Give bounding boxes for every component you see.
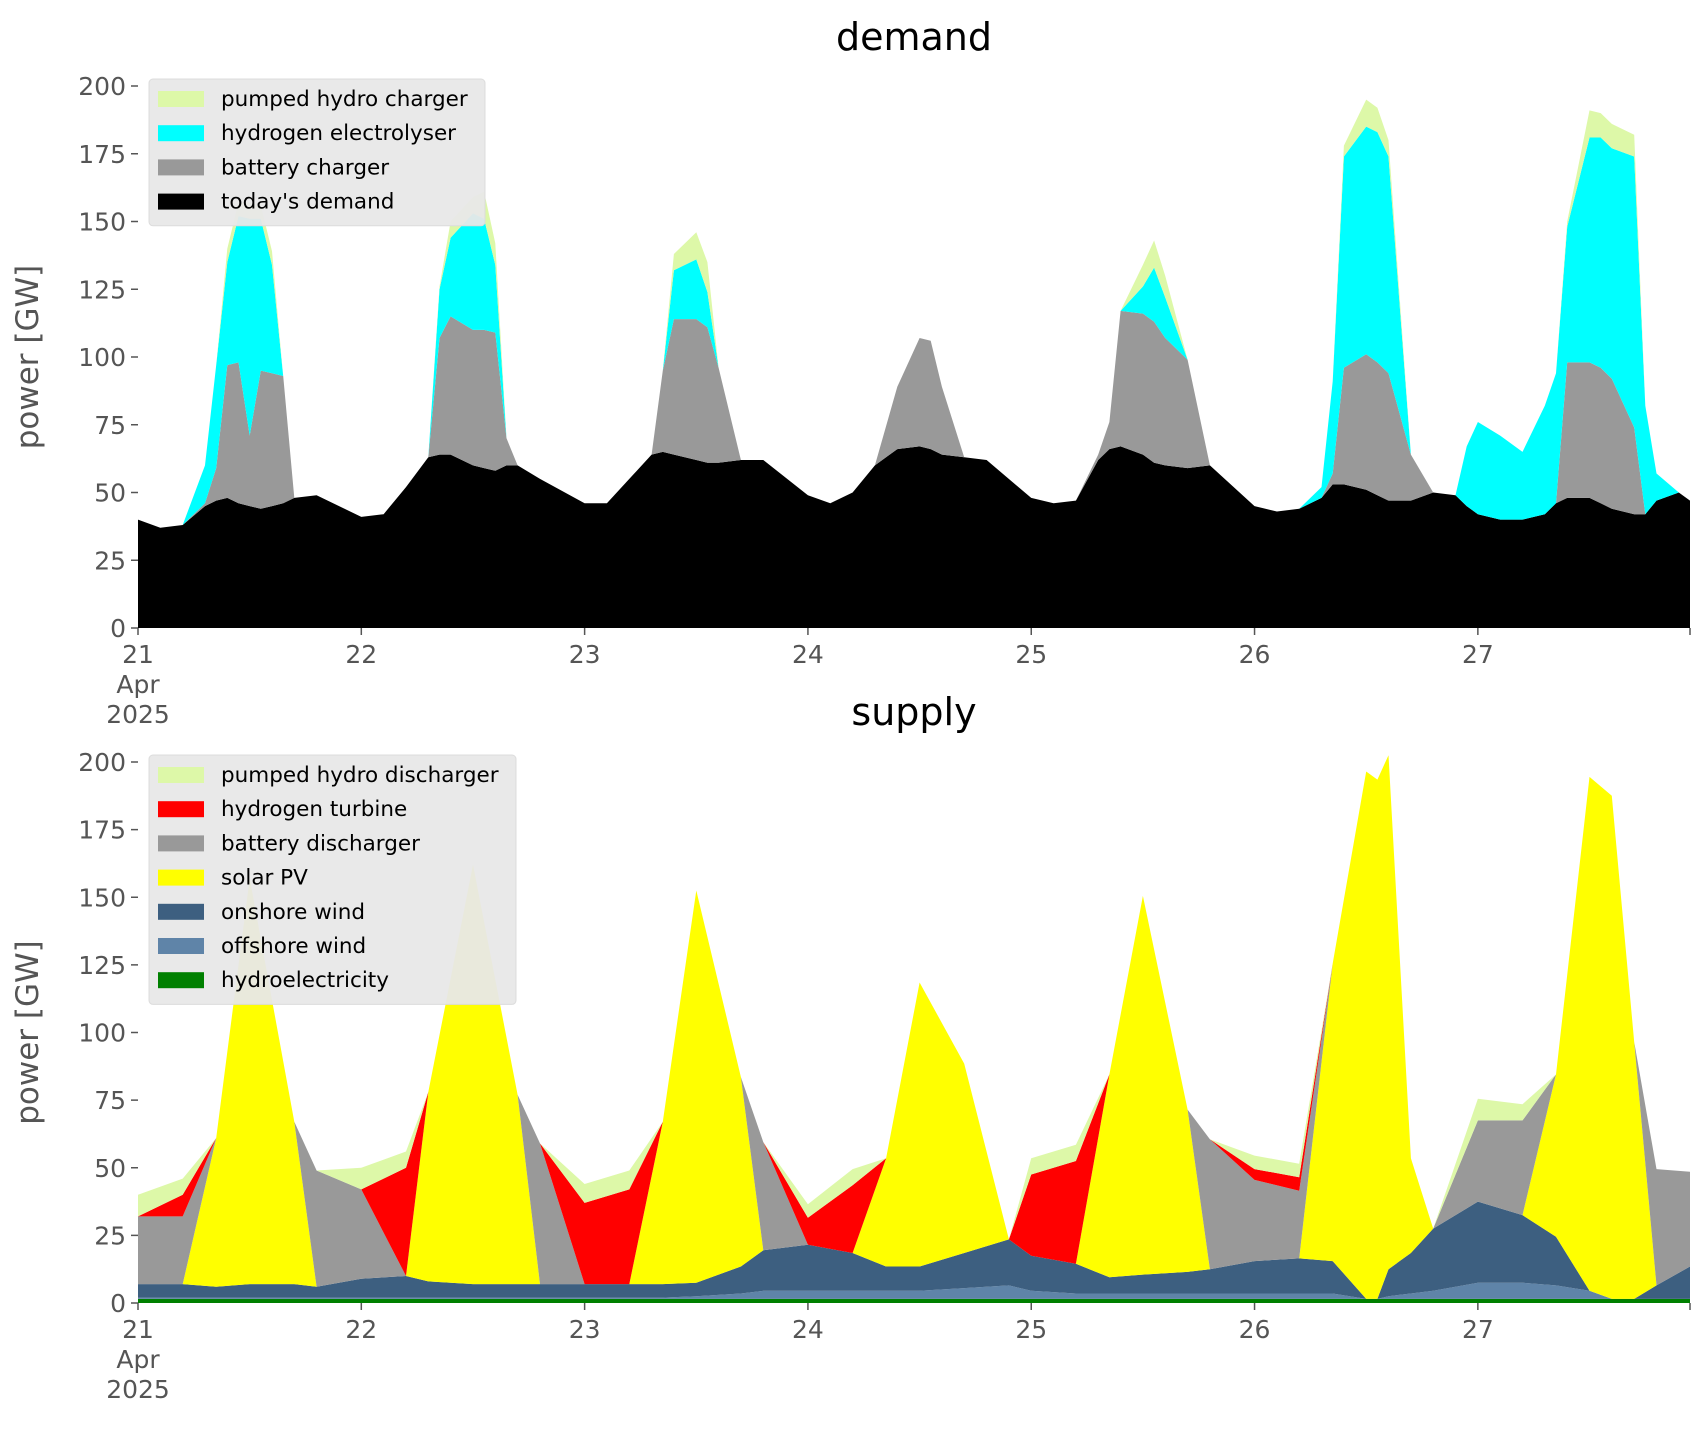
y-tick-label: 100 (78, 1019, 126, 1048)
x-tick-label: 25 (1015, 640, 1047, 669)
legend-swatch-today-s-demand (158, 193, 204, 210)
y-axis-label: power [GW] (10, 265, 46, 450)
legend-label: solar PV (221, 866, 308, 891)
x-tick-label: 27 (1462, 640, 1494, 669)
y-tick-label: 125 (78, 951, 126, 980)
x-tick-label: Apr (116, 1345, 160, 1374)
legend-swatch-hydrogen-electrolyser (158, 125, 204, 142)
x-tick-label: 23 (569, 640, 601, 669)
area-solar-pv (138, 755, 1690, 1299)
y-tick-label: 50 (94, 479, 126, 508)
chart-title: demand (836, 15, 992, 59)
supply-chart: supply power [GW] 0 25 50 75 100 125 150 175 200 21… (10, 690, 1691, 1404)
x-tick-label: 22 (345, 1315, 377, 1344)
y-tick-label: 75 (94, 1086, 126, 1115)
area-battery-charger (138, 310, 1690, 528)
x-tick-label: 23 (569, 1315, 601, 1344)
x-tick-label: 26 (1239, 640, 1271, 669)
area-hydroelectricity (138, 1298, 1690, 1303)
x-tick-label: 22 (345, 640, 377, 669)
legend-label: pumped hydro discharger (221, 763, 499, 788)
area-hydrogen-electrolyser (138, 126, 1690, 528)
x-tick-label: 24 (792, 640, 824, 669)
legend-swatch-onshore-wind (158, 903, 204, 920)
y-tick-label: 175 (78, 816, 126, 845)
x-tick-label: 27 (1462, 1315, 1494, 1344)
x-tick-label: 21 (122, 1315, 154, 1344)
x-tick-label: 21 (122, 640, 154, 669)
y-tick-label: 0 (110, 1289, 126, 1318)
y-tick-label: 200 (78, 72, 126, 101)
legend-swatch-offshore-wind (158, 938, 204, 954)
legend-swatch-hydrogen-turbine (158, 801, 204, 818)
series-group (138, 99, 1690, 628)
y-tick-label: 150 (78, 883, 126, 912)
chart-title: supply (851, 690, 976, 734)
legend-label: hydrogen turbine (221, 797, 407, 822)
legend-swatch-battery-charger (158, 159, 204, 176)
y-tick-label: 200 (78, 748, 126, 777)
y-tick-label: 0 (110, 614, 126, 643)
x-tick-label: 24 (792, 1315, 824, 1344)
y-tick-label: 50 (94, 1154, 126, 1183)
legend-label: hydroelectricity (221, 968, 389, 993)
legend-label: hydrogen electrolyser (221, 121, 456, 146)
x-tick-label: Apr (116, 670, 160, 699)
area-battery-discharger (138, 755, 1690, 1287)
y-tick-label: 175 (78, 140, 126, 169)
x-tick-label: 2025 (106, 700, 170, 729)
y-axis-label: power [GW] (10, 940, 46, 1125)
legend-box (148, 78, 486, 227)
y-tick-label: 150 (78, 208, 126, 237)
area-onshore-wind (138, 1201, 1690, 1299)
x-tick-label: 2025 (106, 1375, 170, 1404)
x-tick-label: 26 (1239, 1315, 1271, 1344)
legend-swatch-hydroelectricity (158, 972, 204, 989)
demand-chart: demand power [GW] 0 25 50 75 100 125 150 175 200 21… (10, 15, 1691, 729)
series-group (138, 755, 1690, 1303)
area-today-s-demand (138, 446, 1690, 628)
y-axis: 0 25 50 75 100 125 150 175 200 (78, 748, 138, 1318)
y-tick-label: 75 (94, 411, 126, 440)
legend-label: offshore wind (221, 934, 366, 959)
legend-label: battery charger (221, 155, 389, 180)
y-tick-label: 100 (78, 343, 126, 372)
legend-label: pumped hydro charger (221, 87, 468, 112)
x-tick-label: 25 (1015, 1315, 1047, 1344)
legend-swatch-battery-discharger (158, 835, 204, 852)
legend-box (148, 754, 517, 1005)
y-tick-label: 25 (94, 1221, 126, 1250)
y-axis: 0 25 50 75 100 125 150 175 200 (78, 72, 138, 643)
legend-label: onshore wind (221, 900, 365, 925)
y-tick-label: 25 (94, 546, 126, 575)
legend-label: today's demand (221, 190, 394, 215)
legend: pumped hydro discharger hydrogen turbine b… (148, 754, 517, 1005)
legend-label: battery discharger (221, 831, 420, 856)
legend: pumped hydro charger hydrogen electrolyse… (148, 78, 486, 227)
y-tick-label: 125 (78, 275, 126, 304)
legend-swatch-solar-pv (158, 869, 204, 886)
legend-swatch-pumped-hydro-discharger (158, 767, 204, 783)
legend-swatch-pumped-hydro-charger (158, 91, 204, 107)
